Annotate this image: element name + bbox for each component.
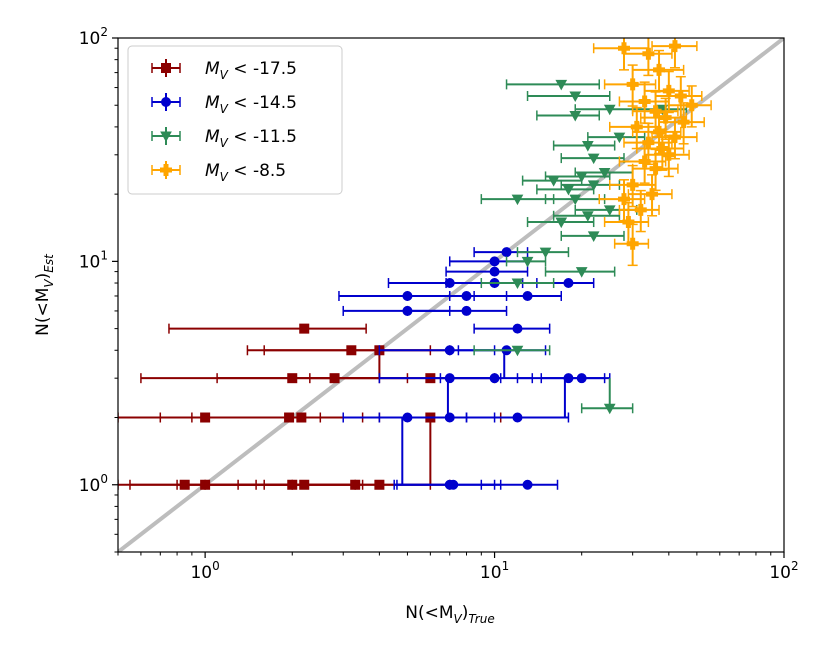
y-axis-label: N(<MV)Est — [33, 253, 56, 336]
y-tick-label: 101 — [79, 248, 108, 272]
data-point — [646, 188, 659, 201]
legend-label: MV < -11.5 — [205, 127, 297, 150]
x-tick-label: 100 — [190, 559, 219, 583]
legend-entry-1: MV < -14.5 — [151, 93, 297, 116]
data-point — [521, 256, 534, 268]
data-point — [603, 403, 616, 415]
data-point — [613, 132, 626, 144]
series-3 — [592, 38, 712, 267]
data-point — [685, 99, 698, 112]
data-point — [489, 266, 500, 277]
data-point — [587, 153, 600, 165]
data-point — [603, 104, 616, 116]
data-point — [299, 323, 310, 334]
data-point — [444, 345, 455, 356]
data-point — [674, 89, 687, 102]
data-point — [617, 193, 630, 206]
data-point — [489, 373, 500, 384]
data-point — [296, 412, 307, 423]
data-point — [522, 479, 533, 490]
y-tick-label: 102 — [79, 25, 108, 49]
x-tick-label: 101 — [480, 559, 509, 583]
data-point — [539, 247, 552, 259]
data-point — [638, 155, 651, 168]
data-point — [512, 323, 523, 334]
data-point — [642, 47, 655, 60]
data-point — [630, 120, 643, 133]
y-tick-label: 100 — [79, 472, 108, 496]
data-point — [626, 78, 639, 91]
x-tick-label: 102 — [769, 559, 798, 583]
data-point — [617, 42, 630, 55]
legend-marker — [161, 97, 171, 107]
legend-entry-3: MV < -8.5 — [151, 161, 286, 184]
data-point — [569, 194, 582, 206]
series-2 — [473, 79, 688, 415]
data-point — [634, 203, 647, 216]
legend-label: MV < -8.5 — [205, 161, 286, 184]
data-point — [563, 278, 574, 289]
data-point — [461, 305, 472, 316]
data-point — [642, 136, 655, 149]
legend-label: MV < -17.5 — [205, 59, 297, 82]
data-point — [444, 412, 455, 423]
axes-frame — [117, 37, 785, 553]
axis-ticks: 100 101 102 100 101 102 — [79, 25, 799, 583]
data-point — [659, 111, 672, 124]
data-point — [555, 79, 568, 91]
data-point — [626, 178, 639, 191]
data-point — [649, 105, 662, 118]
legend-label: MV < -14.5 — [205, 93, 297, 116]
legend-box — [127, 45, 343, 195]
data-point — [638, 95, 651, 108]
data-point — [461, 290, 472, 301]
plot-area — [118, 38, 784, 552]
data-point — [603, 205, 616, 216]
legend: MV < -17.5 MV < -14.5 MV < -11.5 MV < -8.5 — [127, 45, 343, 195]
data-point — [511, 345, 524, 357]
data-point — [587, 231, 600, 242]
data-point — [662, 84, 675, 97]
data-point — [587, 180, 600, 191]
data-point — [569, 91, 582, 103]
data-point — [511, 194, 524, 206]
data-point — [649, 162, 662, 175]
data-point — [656, 142, 669, 155]
data-point — [575, 267, 588, 278]
x-axis-label: N(<MV)True — [405, 603, 494, 626]
data-point — [512, 412, 523, 423]
data-point — [653, 63, 666, 76]
data-point — [489, 256, 500, 267]
data-point — [668, 131, 681, 144]
data-point — [522, 290, 533, 301]
legend-entry-0: MV < -17.5 — [151, 59, 297, 82]
data-point — [374, 479, 385, 490]
data-point — [598, 167, 611, 179]
data-point — [501, 247, 512, 258]
data-point — [448, 479, 459, 490]
data-point — [581, 211, 594, 222]
legend-marker — [161, 63, 171, 73]
data-point — [555, 217, 568, 229]
legend-marker — [160, 131, 172, 143]
data-point — [576, 373, 587, 384]
data-point — [668, 40, 681, 53]
data-point — [677, 116, 690, 129]
legend-entry-2: MV < -11.5 — [151, 127, 297, 150]
data-point — [511, 278, 524, 290]
legend-marker — [160, 164, 172, 176]
